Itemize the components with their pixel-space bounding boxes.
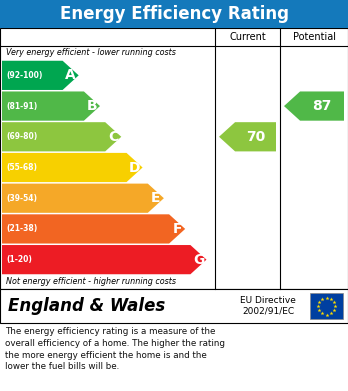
Polygon shape	[2, 153, 143, 182]
Text: C: C	[108, 130, 118, 144]
Bar	[0, 28, 348, 289]
Text: The energy efficiency rating is a measure of the
overall efficiency of a home. T: The energy efficiency rating is a measur…	[5, 327, 225, 371]
Polygon shape	[2, 61, 79, 90]
Polygon shape	[219, 122, 276, 151]
Text: (1-20): (1-20)	[6, 255, 32, 264]
Text: Energy Efficiency Rating: Energy Efficiency Rating	[60, 5, 288, 23]
Text: (81-91): (81-91)	[6, 102, 37, 111]
Text: (92-100): (92-100)	[6, 71, 42, 80]
Polygon shape	[2, 91, 100, 121]
Text: (21-38): (21-38)	[6, 224, 37, 233]
Text: G: G	[193, 253, 204, 267]
Text: D: D	[129, 160, 140, 174]
Text: 70: 70	[246, 130, 265, 144]
Bar	[310, 293, 343, 319]
Polygon shape	[284, 91, 344, 121]
Bar	[0, 289, 348, 323]
Text: A: A	[65, 68, 76, 83]
Text: Potential: Potential	[293, 32, 335, 42]
Text: Current: Current	[229, 32, 266, 42]
Text: E: E	[151, 191, 160, 205]
Polygon shape	[2, 184, 164, 213]
Polygon shape	[2, 214, 185, 244]
Text: F: F	[172, 222, 182, 236]
Text: (55-68): (55-68)	[6, 163, 37, 172]
Polygon shape	[2, 122, 121, 151]
Text: (69-80): (69-80)	[6, 132, 37, 141]
Text: 87: 87	[313, 99, 332, 113]
Polygon shape	[2, 245, 206, 274]
Text: England & Wales: England & Wales	[8, 297, 165, 315]
Text: EU Directive
2002/91/EC: EU Directive 2002/91/EC	[240, 296, 296, 316]
Text: Very energy efficient - lower running costs: Very energy efficient - lower running co…	[6, 48, 176, 57]
Text: (39-54): (39-54)	[6, 194, 37, 203]
Bar	[0, 0, 348, 28]
Text: Not energy efficient - higher running costs: Not energy efficient - higher running co…	[6, 277, 176, 286]
Text: B: B	[87, 99, 97, 113]
